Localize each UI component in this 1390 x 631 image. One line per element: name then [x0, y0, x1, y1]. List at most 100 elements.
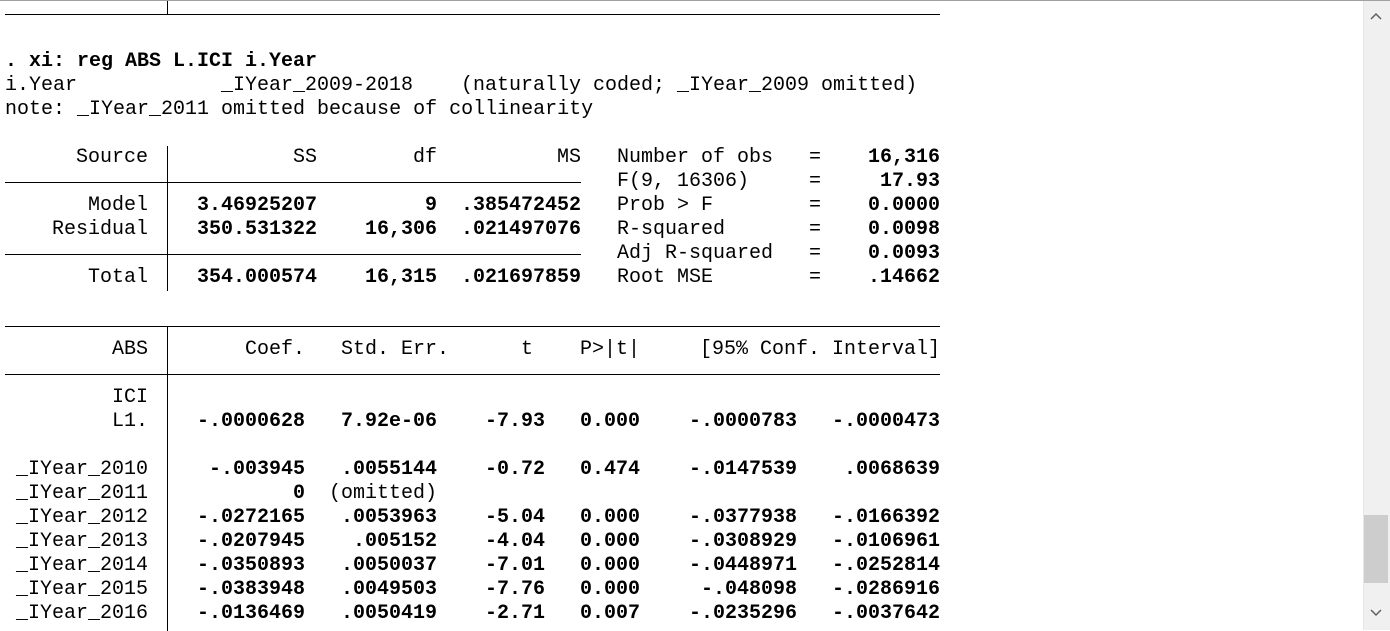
coef-cell: -.0136469	[196, 602, 305, 625]
coef-cell: -.0383948	[196, 578, 305, 601]
xi-dummies: _IYear_2009-2018	[221, 74, 414, 97]
coef-cell: .0053963	[340, 506, 437, 529]
coef-header: t	[520, 338, 533, 361]
scroll-down[interactable]	[1368, 605, 1384, 621]
anova-cell: 350.531322	[196, 218, 317, 241]
coef-cell: -7.93	[484, 410, 545, 433]
anova-header: df	[412, 146, 437, 169]
coef-header: ABS	[111, 338, 148, 361]
rule	[5, 326, 940, 327]
coef-cell: 0.474	[579, 458, 640, 481]
anova-label: Total	[87, 266, 148, 289]
coef-cell: 0.000	[579, 410, 640, 433]
stat-label: Prob > F	[617, 194, 714, 217]
coef-cell: -.0272165	[196, 506, 305, 529]
coef-label: _IYear_2011	[15, 482, 148, 505]
coef-cell: -.0106961	[831, 530, 940, 553]
coef-cell: -2.71	[484, 602, 545, 625]
coef-cell: -.0000473	[831, 410, 940, 433]
anova-label: Residual	[51, 218, 148, 241]
rule	[5, 374, 940, 375]
coef-header: Std. Err.	[340, 338, 449, 361]
stat-value: 0.0093	[867, 242, 940, 265]
coef-cell: -4.04	[484, 530, 545, 553]
coef-cell: (omitted)	[328, 482, 437, 505]
anova-cell: .385472452	[460, 194, 581, 217]
separator	[167, 1, 168, 14]
stat-label: R-squared	[617, 218, 726, 241]
anova-cell: 354.000574	[196, 266, 317, 289]
coef-label: _IYear_2014	[15, 554, 148, 577]
stat-label: Adj R-squared	[617, 242, 774, 265]
coef-cell: .0050037	[340, 554, 437, 577]
anova-cell: 9	[424, 194, 437, 217]
coef-cell: -.003945	[208, 458, 305, 481]
coef-label: _IYear_2013	[15, 530, 148, 553]
anova-cell: .021697859	[460, 266, 581, 289]
coef-cell: -.0252814	[831, 554, 940, 577]
stat-value: 17.93	[879, 170, 940, 193]
coef-cell: -.0350893	[196, 554, 305, 577]
separator	[167, 326, 168, 631]
stat-label: F(9, 16306)	[617, 170, 750, 193]
coef-cell: 0.000	[579, 506, 640, 529]
xi-coding: (naturally coded; _IYear_2009 omitted)	[461, 74, 918, 97]
separator	[167, 146, 168, 291]
anova-cell: 16,306	[364, 218, 437, 241]
stat-value: 0.0000	[867, 194, 940, 217]
coef-header: Coef.	[244, 338, 305, 361]
note: note: _IYear_2011 omitted because of col…	[5, 98, 594, 121]
coef-cell: -.0166392	[831, 506, 940, 529]
coef-cell: .005152	[352, 530, 437, 553]
coef-cell: .0068639	[843, 458, 940, 481]
coef-label: ICI	[111, 386, 148, 409]
coef-cell: -.0037642	[831, 602, 940, 625]
coef-cell: .0050419	[340, 602, 437, 625]
anova-header: SS	[292, 146, 317, 169]
coef-cell: -.0308929	[688, 530, 797, 553]
stat-equals: =	[809, 146, 822, 169]
coef-cell: 0.000	[579, 530, 640, 553]
coef-header: P>|t|	[579, 338, 640, 361]
anova-header: MS	[556, 146, 581, 169]
coef-cell: -.0000783	[688, 410, 797, 433]
coef-cell: -.048098	[700, 578, 797, 601]
coef-cell: .0049503	[340, 578, 437, 601]
command: . xi: reg ABS L.ICI i.Year	[5, 50, 318, 73]
coef-label: _IYear_2010	[15, 458, 148, 481]
rule	[5, 254, 581, 255]
coef-cell: -7.76	[484, 578, 545, 601]
coef-header: [95% Conf. Interval]	[699, 338, 940, 361]
coef-cell: -.0235296	[688, 602, 797, 625]
xi-var: i.Year	[5, 74, 78, 97]
stat-label: Number of obs	[617, 146, 774, 169]
stat-value: 16,316	[867, 146, 940, 169]
coef-cell: -.0147539	[688, 458, 797, 481]
coef-cell: -0.72	[484, 458, 545, 481]
coef-cell: -.0448971	[688, 554, 797, 577]
coef-cell: 0.007	[579, 602, 640, 625]
anova-cell: 16,315	[364, 266, 437, 289]
anova-header: Source	[75, 146, 148, 169]
scroll-thumb[interactable]	[1364, 515, 1388, 583]
coef-cell: 7.92e-06	[340, 410, 437, 433]
anova-cell: .021497076	[460, 218, 581, 241]
stat-value: 0.0098	[867, 218, 940, 241]
coef-cell: 0.000	[579, 554, 640, 577]
stat-equals: =	[809, 266, 822, 289]
coef-cell: 0	[292, 482, 305, 505]
coef-cell: -.0286916	[831, 578, 940, 601]
scroll-up[interactable]	[1368, 8, 1384, 24]
coef-label: L1.	[111, 410, 148, 433]
coef-cell: -5.04	[484, 506, 545, 529]
coef-label: _IYear_2016	[15, 602, 148, 625]
stat-equals: =	[809, 242, 822, 265]
coef-cell: 0.000	[579, 578, 640, 601]
coef-cell: .0055144	[340, 458, 437, 481]
anova-cell: 3.46925207	[196, 194, 317, 217]
coef-cell: -.0377938	[688, 506, 797, 529]
stat-equals: =	[809, 170, 822, 193]
anova-label: Model	[87, 194, 148, 217]
